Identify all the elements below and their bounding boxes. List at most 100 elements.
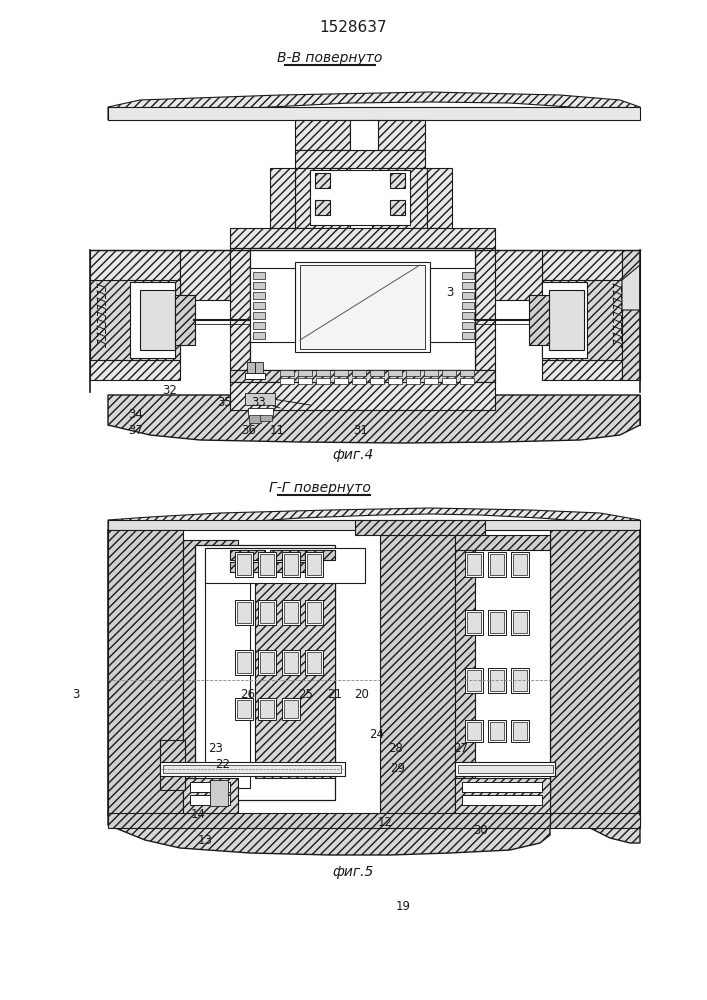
Bar — [163, 765, 341, 773]
Text: 20: 20 — [354, 688, 369, 700]
Bar — [406, 378, 420, 384]
Bar — [282, 552, 300, 577]
Bar — [260, 652, 274, 673]
Bar — [475, 248, 495, 370]
Text: 14: 14 — [190, 808, 206, 822]
Bar — [284, 652, 298, 673]
Text: 23: 23 — [208, 742, 223, 754]
Text: 3: 3 — [73, 688, 80, 700]
Bar — [462, 282, 474, 289]
Bar — [258, 650, 276, 675]
Bar — [388, 378, 402, 384]
Bar — [513, 722, 527, 740]
Bar — [258, 552, 276, 577]
Bar — [455, 778, 550, 813]
Bar — [462, 322, 474, 329]
Bar — [255, 548, 335, 778]
Bar — [180, 250, 230, 300]
Text: 32: 32 — [162, 383, 177, 396]
Bar — [511, 552, 529, 577]
Text: 33: 33 — [251, 395, 265, 408]
Bar — [253, 322, 265, 329]
Bar — [253, 272, 265, 279]
Bar — [372, 168, 427, 228]
Bar — [230, 550, 265, 560]
Bar — [511, 668, 529, 693]
Text: 3: 3 — [447, 286, 454, 298]
Bar — [260, 415, 272, 421]
Bar — [130, 282, 175, 358]
Bar — [465, 668, 483, 693]
Bar — [467, 670, 481, 691]
Bar — [550, 813, 640, 828]
Text: 22: 22 — [215, 758, 230, 772]
Bar — [190, 782, 230, 792]
Bar — [511, 720, 529, 742]
Bar — [284, 700, 298, 718]
Bar — [442, 378, 456, 384]
Bar — [295, 262, 430, 352]
Text: фиг.5: фиг.5 — [332, 865, 374, 879]
Bar — [284, 554, 298, 575]
Bar — [298, 370, 312, 376]
Bar — [488, 610, 506, 635]
Bar — [253, 332, 265, 339]
Bar — [462, 302, 474, 309]
Bar — [380, 530, 460, 825]
Text: 11: 11 — [269, 424, 285, 436]
Text: 12: 12 — [378, 816, 393, 828]
Bar — [490, 670, 504, 691]
Polygon shape — [108, 815, 550, 855]
Bar — [305, 552, 323, 577]
Bar — [310, 170, 410, 225]
Bar — [270, 550, 305, 560]
Bar — [490, 612, 504, 633]
Bar — [235, 600, 253, 625]
Bar — [390, 200, 405, 215]
Bar — [230, 248, 250, 370]
Bar — [270, 562, 305, 572]
Bar — [230, 562, 265, 572]
Bar — [237, 700, 251, 718]
Bar — [462, 272, 474, 279]
Bar — [300, 265, 425, 349]
Bar — [513, 670, 527, 691]
Text: 19: 19 — [395, 900, 411, 912]
Bar — [549, 290, 584, 350]
Bar — [542, 282, 587, 358]
Polygon shape — [108, 395, 640, 443]
Bar — [390, 173, 405, 188]
Text: 21: 21 — [327, 688, 342, 700]
Bar — [465, 720, 483, 742]
Polygon shape — [590, 818, 640, 843]
Bar — [248, 408, 273, 416]
Bar — [175, 295, 195, 345]
Bar — [307, 602, 321, 623]
Bar — [205, 548, 365, 583]
Bar — [245, 393, 275, 405]
Polygon shape — [622, 265, 640, 310]
Bar — [258, 698, 276, 720]
Text: 25: 25 — [298, 688, 313, 700]
Bar — [442, 370, 456, 376]
Bar — [90, 280, 180, 360]
Bar — [237, 652, 251, 673]
Bar — [205, 548, 250, 788]
Polygon shape — [108, 107, 640, 120]
Bar — [355, 520, 485, 535]
Bar — [455, 535, 550, 550]
Bar — [370, 120, 425, 150]
Bar — [350, 120, 378, 150]
Text: 26: 26 — [240, 688, 255, 700]
Bar — [235, 650, 253, 675]
Bar — [282, 600, 300, 625]
Bar — [488, 552, 506, 577]
Bar — [334, 370, 348, 376]
Bar — [270, 168, 295, 228]
Bar — [488, 668, 506, 693]
Bar — [183, 540, 238, 810]
Bar — [260, 602, 274, 623]
Bar — [465, 610, 483, 635]
Bar — [542, 280, 622, 360]
Bar — [424, 378, 438, 384]
